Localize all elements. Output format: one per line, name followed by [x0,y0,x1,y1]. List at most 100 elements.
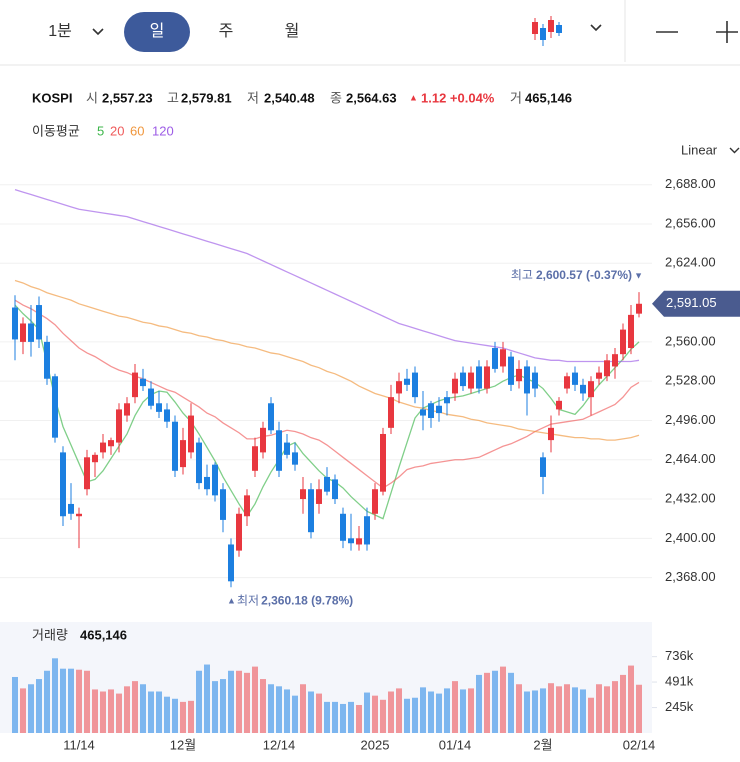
volume-tick-label: 736k [665,648,694,663]
volume-bar [420,687,426,733]
volume-bar [508,672,514,733]
candle-body [300,489,306,500]
candle-body [284,442,290,455]
interval-tab[interactable]: 1분 [48,23,72,40]
candle-body [84,457,90,490]
candle-body [92,454,98,463]
candle-body [484,366,490,389]
interval-tab[interactable]: 주 [219,23,234,40]
volume-bar [308,691,314,733]
volume-tick-label: 245k [665,699,694,714]
candle-body [60,452,66,517]
candle-body [236,513,242,551]
volume-bar [348,701,354,733]
volume-bar [588,697,594,733]
volume-bar [292,695,298,733]
volume-bar [268,684,274,733]
candle-body [620,329,626,355]
volume-bar [324,701,330,733]
volume-bar [564,684,570,733]
y-tick-label: 2,560.00 [665,333,716,348]
volume-bar [380,699,386,733]
volume-bar [356,704,362,733]
volume-bar [76,669,82,733]
candle-body [252,446,258,471]
y-tick-label: 2,464.00 [665,451,716,466]
volume-bar [228,670,234,733]
candle-body [612,354,618,367]
low-marker-arrow: ▲ [227,596,236,606]
candle-body [132,372,138,398]
volume-bar [484,672,490,733]
candle-body [156,403,162,412]
volume-bar [460,689,466,733]
y-tick-label: 2,656.00 [665,215,716,230]
candle-body [420,409,426,416]
candle-body [172,421,178,471]
volume-bar [476,674,482,733]
candle-body [28,323,34,342]
volume-bar [68,668,74,733]
dropdown-chevron[interactable] [590,24,602,32]
volume-bar [636,684,642,733]
candle-body [148,388,154,406]
candle-body [596,372,602,379]
price-tag [652,290,740,317]
candle-body [564,376,570,389]
legend-entry: 5 [97,123,104,138]
candle-body [212,464,218,496]
volume-bar [532,690,538,733]
candle-body [348,538,354,544]
volume-bar [148,691,154,733]
ma-label: 이동평균 [32,123,80,138]
volume-bar [620,674,626,733]
volume-bar [628,665,634,733]
candle-body [36,305,42,340]
volume-title: 거래량 [32,627,68,642]
candle-body [308,489,314,533]
quote-label: 고 [167,90,179,105]
volume-bar [412,697,418,733]
scale-mode[interactable]: Linear [681,142,718,157]
volume-bar [20,688,26,733]
candle-body [44,341,50,379]
candle-body [244,495,250,517]
zoom-in[interactable] [716,21,738,43]
volume-bar [580,689,586,733]
candle-body [116,409,122,443]
candle-body [380,433,386,492]
candle-body [532,372,538,389]
volume-bar [60,668,66,733]
quote-value: 2,579.81 [181,90,232,105]
chart-type-icon[interactable] [532,16,562,46]
candle-body [188,415,194,453]
volume-bar [492,670,498,733]
selected-tab-pill[interactable] [124,12,190,52]
interval-tab[interactable]: 일 [150,22,165,40]
quote-label: 저 [247,90,259,105]
moving-average-line [14,279,640,441]
candle-body [324,476,330,492]
high-marker-prefix: 최고 [511,268,533,282]
candle-body [364,516,370,545]
dropdown-chevron[interactable] [729,147,740,154]
dropdown-chevron[interactable] [92,28,104,36]
quote-label: 거 [510,90,522,105]
interval-tab[interactable]: 월 [285,22,300,40]
grid [0,184,652,579]
candle-body [628,314,634,349]
high-marker-arrow: ▼ [634,270,643,280]
candle-body [124,403,130,416]
candle-body [452,378,458,394]
volume-bar [92,689,98,733]
volume-bar [404,698,410,733]
candle-body [428,403,434,419]
y-tick-label: 2,528.00 [665,373,716,388]
candle-body [436,405,442,414]
candle-body [276,430,282,471]
y-tick-label: 2,432.00 [665,490,716,505]
x-tick-label: 02/14 [623,737,656,752]
volume-bar [452,681,458,733]
candle-body [260,427,266,453]
x-tick-label: 2025 [361,737,390,752]
